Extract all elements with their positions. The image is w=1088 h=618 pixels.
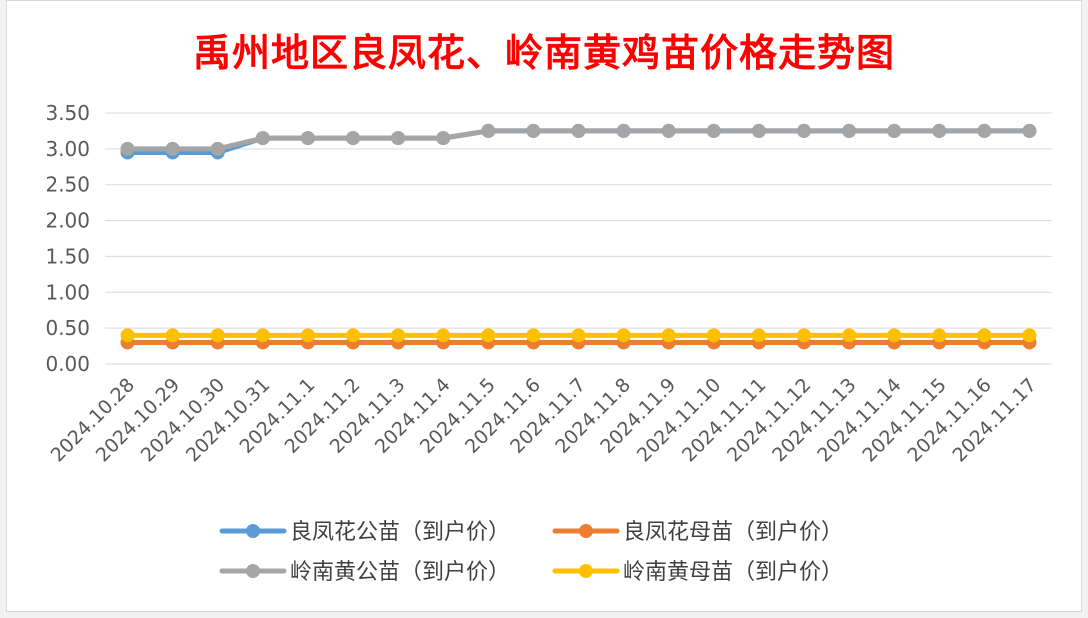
data-point: [977, 328, 992, 343]
legend-swatch-marker: [579, 564, 593, 578]
data-point: [887, 123, 902, 138]
legend-swatch-marker: [579, 524, 593, 538]
data-point: [932, 123, 947, 138]
data-point: [751, 328, 766, 343]
y-tick-label: 1.00: [45, 280, 90, 304]
data-point: [571, 123, 586, 138]
data-point: [346, 131, 361, 146]
data-point: [526, 328, 541, 343]
data-point: [255, 131, 270, 146]
data-point: [932, 328, 947, 343]
data-point: [706, 328, 721, 343]
data-point: [210, 328, 225, 343]
legend-swatch-marker: [246, 524, 260, 538]
data-point: [165, 141, 180, 156]
data-point: [391, 131, 406, 146]
data-point: [120, 141, 135, 156]
y-tick-label: 0.00: [45, 352, 90, 376]
data-point: [481, 328, 496, 343]
data-point: [1022, 123, 1037, 138]
data-point: [842, 328, 857, 343]
data-point: [571, 328, 586, 343]
legend-label: 良凤花公苗（到户价）: [290, 520, 510, 545]
chart-title: 禹州地区良凤花、岭南黄鸡苗价格走势图: [192, 30, 895, 75]
data-point: [300, 328, 315, 343]
data-point: [165, 328, 180, 343]
y-tick-label: 2.00: [45, 209, 90, 233]
y-tick-label: 0.50: [45, 316, 90, 340]
data-point: [842, 123, 857, 138]
data-point: [391, 328, 406, 343]
legend-label: 岭南黄公苗（到户价）: [290, 560, 510, 585]
data-point: [436, 131, 451, 146]
y-tick-label: 3.00: [45, 137, 90, 161]
legend-label: 岭南黄母苗（到户价）: [623, 560, 843, 585]
data-point: [661, 123, 676, 138]
data-point: [255, 328, 270, 343]
y-tick-label: 3.50: [45, 101, 90, 125]
data-point: [526, 123, 541, 138]
data-point: [436, 328, 451, 343]
data-point: [481, 123, 496, 138]
y-tick-label: 2.50: [45, 173, 90, 197]
y-tick-label: 1.50: [45, 244, 90, 268]
data-point: [796, 123, 811, 138]
data-point: [796, 328, 811, 343]
data-point: [751, 123, 766, 138]
legend-label: 良凤花母苗（到户价）: [623, 520, 843, 545]
data-point: [661, 328, 676, 343]
chart-frame: [6, 0, 1082, 612]
data-point: [346, 328, 361, 343]
data-point: [616, 123, 631, 138]
legend-swatch-marker: [246, 564, 260, 578]
data-point: [977, 123, 992, 138]
data-point: [706, 123, 721, 138]
data-point: [120, 328, 135, 343]
data-point: [616, 328, 631, 343]
data-point: [887, 328, 902, 343]
data-point: [210, 141, 225, 156]
data-point: [1022, 328, 1037, 343]
data-point: [300, 131, 315, 146]
